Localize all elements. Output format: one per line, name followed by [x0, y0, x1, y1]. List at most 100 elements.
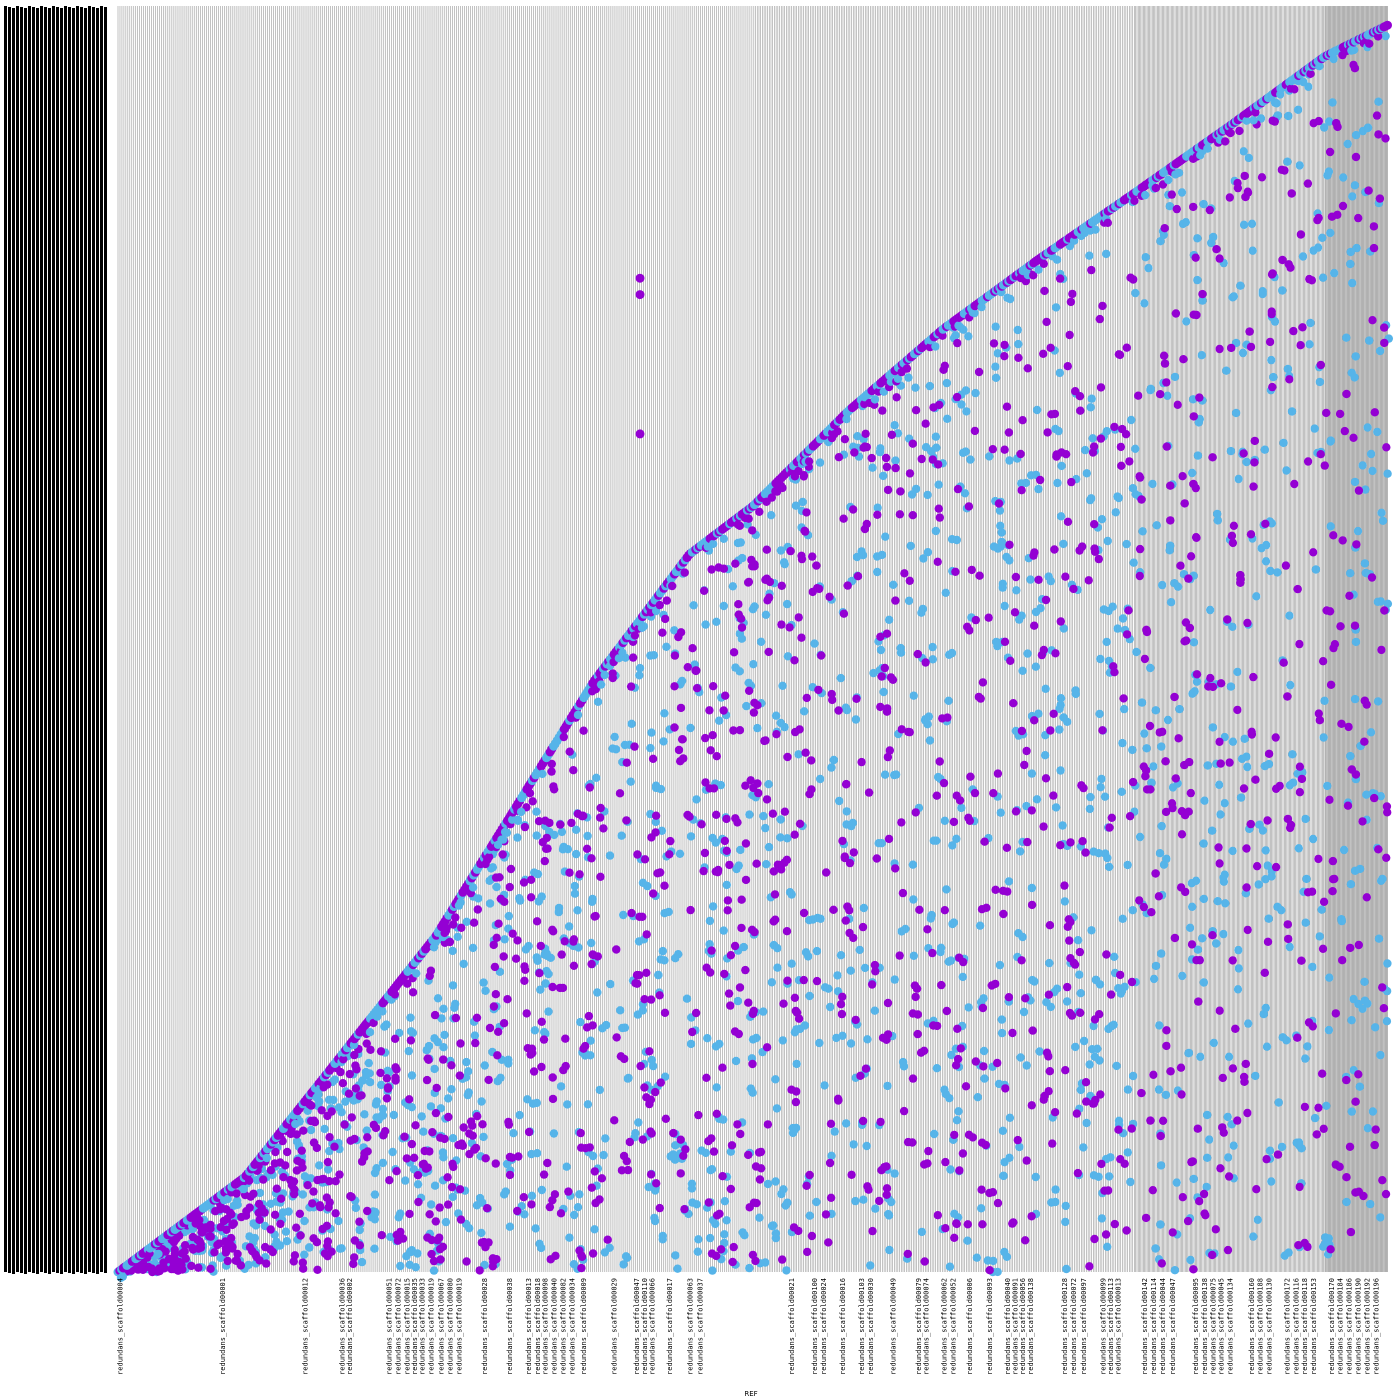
reverse-alignment-point: [977, 1204, 986, 1213]
forward-alignment-point: [1141, 1213, 1151, 1223]
forward-alignment-point: [188, 1243, 197, 1253]
forward-alignment-point: [1168, 1228, 1177, 1237]
reverse-alignment-point: [1018, 666, 1027, 675]
forward-alignment-point: [1002, 843, 1012, 852]
reverse-alignment-point: [1285, 942, 1294, 952]
forward-alignment-point: [730, 941, 740, 951]
forward-alignment-point: [802, 508, 811, 517]
forward-alignment-point: [915, 905, 924, 914]
forward-alignment-point: [596, 803, 605, 813]
reverse-alignment-point: [1328, 98, 1337, 107]
reverse-alignment-point: [827, 1151, 836, 1161]
forward-alignment-point: [921, 419, 930, 428]
forward-alignment-point: [718, 1063, 727, 1072]
forward-alignment-point: [678, 735, 687, 744]
reverse-alignment-point: [654, 970, 663, 980]
forward-alignment-point: [565, 747, 574, 756]
forward-alignment-point: [794, 613, 803, 622]
reverse-alignment-point: [1114, 1116, 1124, 1126]
forward-alignment-point: [410, 1153, 419, 1163]
forward-alignment-point: [1001, 1084, 1010, 1093]
diagonal-alignment-point: [680, 568, 689, 577]
reverse-alignment-point: [671, 1251, 680, 1260]
reverse-alignment-point: [470, 1031, 480, 1040]
forward-alignment-point: [1028, 1026, 1037, 1035]
reverse-alignment-point: [1311, 565, 1321, 574]
reverse-alignment-point: [536, 985, 545, 994]
reverse-alignment-point: [992, 637, 1001, 647]
reverse-alignment-point: [1383, 959, 1392, 968]
reverse-alignment-point: [1306, 318, 1315, 328]
reverse-alignment-point: [1075, 970, 1084, 979]
forward-alignment-point: [769, 917, 778, 926]
forward-alignment-point: [1040, 1091, 1049, 1101]
forward-alignment-point: [1330, 640, 1340, 649]
forward-alignment-point: [756, 1147, 766, 1157]
forward-alignment-point: [1051, 649, 1060, 658]
reverse-alignment-point: [1242, 457, 1251, 467]
reverse-alignment-point: [989, 1256, 998, 1266]
reverse-alignment-point: [1320, 696, 1329, 705]
reverse-alignment-point: [776, 546, 786, 555]
forward-alignment-point: [704, 1198, 713, 1207]
forward-alignment-point: [1082, 1097, 1091, 1106]
forward-alignment-point: [1249, 482, 1258, 491]
forward-alignment-point: [1068, 289, 1077, 299]
x-tick-label: redundans_scaffold00100: [811, 1278, 819, 1375]
forward-alignment-point: [970, 788, 980, 798]
reverse-alignment-point: [1128, 1071, 1138, 1081]
reverse-alignment-point: [1086, 495, 1095, 505]
forward-alignment-point: [513, 1206, 522, 1216]
reverse-alignment-point: [647, 728, 656, 737]
reverse-alignment-point: [1028, 975, 1037, 985]
forward-alignment-point: [435, 1203, 444, 1212]
forward-alignment-point: [887, 430, 897, 439]
forward-alignment-point: [932, 1021, 942, 1031]
reverse-alignment-point: [1089, 1021, 1098, 1031]
reverse-alignment-point: [1199, 199, 1208, 209]
reverse-alignment-point: [1274, 1098, 1283, 1107]
diagonal-alignment-point: [842, 414, 851, 424]
forward-alignment-point: [577, 1143, 586, 1152]
forward-alignment-point: [1075, 947, 1085, 957]
forward-alignment-point: [845, 928, 854, 938]
forward-alignment-point: [797, 554, 807, 564]
reverse-alignment-point: [1234, 964, 1244, 973]
forward-alignment-point: [257, 1204, 266, 1213]
reverse-alignment-point: [1097, 774, 1106, 784]
reverse-alignment-point: [1286, 680, 1295, 690]
diagonal-alignment-point: [502, 828, 512, 837]
forward-alignment-point: [363, 1206, 372, 1216]
forward-alignment-point: [964, 502, 974, 511]
y-axis-label-bar: [32, 7, 35, 1273]
reverse-alignment-point: [1287, 407, 1297, 416]
forward-alignment-point: [1378, 983, 1387, 992]
forward-alignment-point: [702, 963, 711, 972]
forward-alignment-point: [697, 820, 706, 829]
forward-alignment-point: [587, 959, 596, 969]
forward-alignment-point: [508, 929, 517, 938]
reverse-alignment-point: [993, 349, 1002, 358]
reverse-alignment-point: [931, 432, 941, 441]
reverse-alignment-point: [540, 1027, 549, 1037]
forward-alignment-point: [1034, 575, 1043, 584]
reverse-alignment-point: [448, 1134, 458, 1143]
y-axis-label-bar: [96, 8, 99, 1274]
reverse-alignment-point: [917, 1227, 927, 1237]
reverse-alignment-point: [1156, 1220, 1165, 1229]
forward-alignment-point: [876, 1117, 885, 1127]
forward-alignment-point: [1380, 338, 1389, 348]
reverse-alignment-point: [896, 643, 905, 653]
forward-alignment-point: [549, 927, 558, 936]
reverse-alignment-point: [1262, 1042, 1272, 1051]
forward-alignment-point: [436, 1255, 445, 1264]
reverse-alignment-point: [406, 1013, 415, 1022]
reverse-alignment-point: [1118, 914, 1127, 923]
forward-alignment-point: [1198, 289, 1207, 299]
forward-alignment-point: [1367, 573, 1377, 582]
reverse-alignment-point: [945, 1262, 955, 1271]
reverse-alignment-point: [1343, 139, 1352, 149]
reverse-alignment-point: [1254, 880, 1263, 889]
reverse-alignment-point: [563, 1100, 572, 1109]
forward-alignment-point: [1109, 662, 1118, 671]
